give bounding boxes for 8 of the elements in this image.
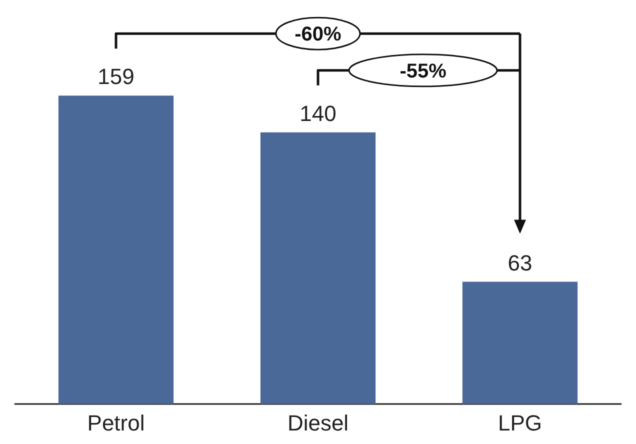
text: -55% (400, 60, 447, 82)
text: -60% (294, 24, 342, 46)
x-tick-label: Diesel (287, 410, 349, 436)
x-tick-label: Petrol (87, 410, 145, 436)
x-tick-label: LPG (498, 410, 542, 436)
data-label: 63 (508, 250, 532, 276)
data-label: 159 (98, 64, 134, 90)
data-label: 140 (300, 100, 336, 126)
